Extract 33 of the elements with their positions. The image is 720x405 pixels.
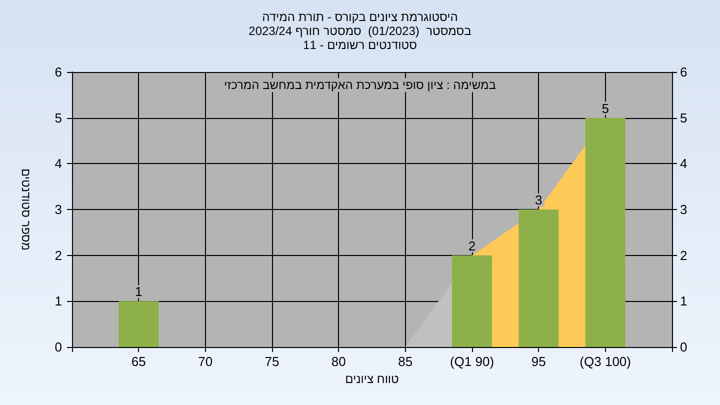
annotation: במשימה : ציון סופי במערכת האקדמית במחשב המרכזי: [224, 78, 496, 92]
y-tick-label: 3: [54, 202, 62, 217]
y-tick-label: 4: [54, 156, 62, 172]
y2-tick-label: 2: [680, 248, 688, 263]
y2-tick-label: 6: [680, 64, 688, 80]
x-axis-title: טווח ציונים: [345, 372, 400, 386]
y-tick-label: 0: [54, 340, 62, 354]
y2-tick-label: 0: [680, 340, 688, 354]
chart-title: היסטוגרמת ציונים בקורס - תורת המידה: [262, 10, 458, 24]
y2-tick-label: 5: [680, 110, 688, 126]
data-label: 2: [468, 238, 476, 254]
bar: [118, 301, 159, 347]
data-label: 1: [135, 284, 142, 300]
y2-tick-label: 3: [680, 202, 688, 217]
chart-subtitle: בסמסטר (01/2023) סמסטר חורף 2023/24 סטודנטים רשומים - 11: [248, 24, 472, 52]
x-tick-label: 75: [264, 354, 280, 369]
y-axis-title: מספר סטודנטים: [19, 168, 33, 251]
data-label: 3: [535, 192, 542, 208]
x-tick-label: 95: [531, 354, 546, 369]
y2-tick-label: 4: [680, 156, 688, 172]
data-label: 5: [602, 100, 609, 116]
x-tick-label: 80: [331, 354, 346, 369]
y2-tick-label: 1: [680, 294, 688, 309]
x-tick-label: (Q3 100): [580, 354, 631, 369]
y-tick-label: 1: [54, 294, 62, 309]
bar: [518, 210, 559, 347]
y-tick-label: 2: [54, 248, 62, 263]
y-tick-label: 5: [54, 110, 62, 126]
x-tick-label: (Q1 90): [450, 354, 494, 369]
y-tick-label: 6: [54, 64, 62, 80]
x-tick-label: 70: [198, 354, 213, 369]
x-tick-label: 85: [398, 354, 413, 369]
x-tick-label: 65: [131, 354, 146, 369]
